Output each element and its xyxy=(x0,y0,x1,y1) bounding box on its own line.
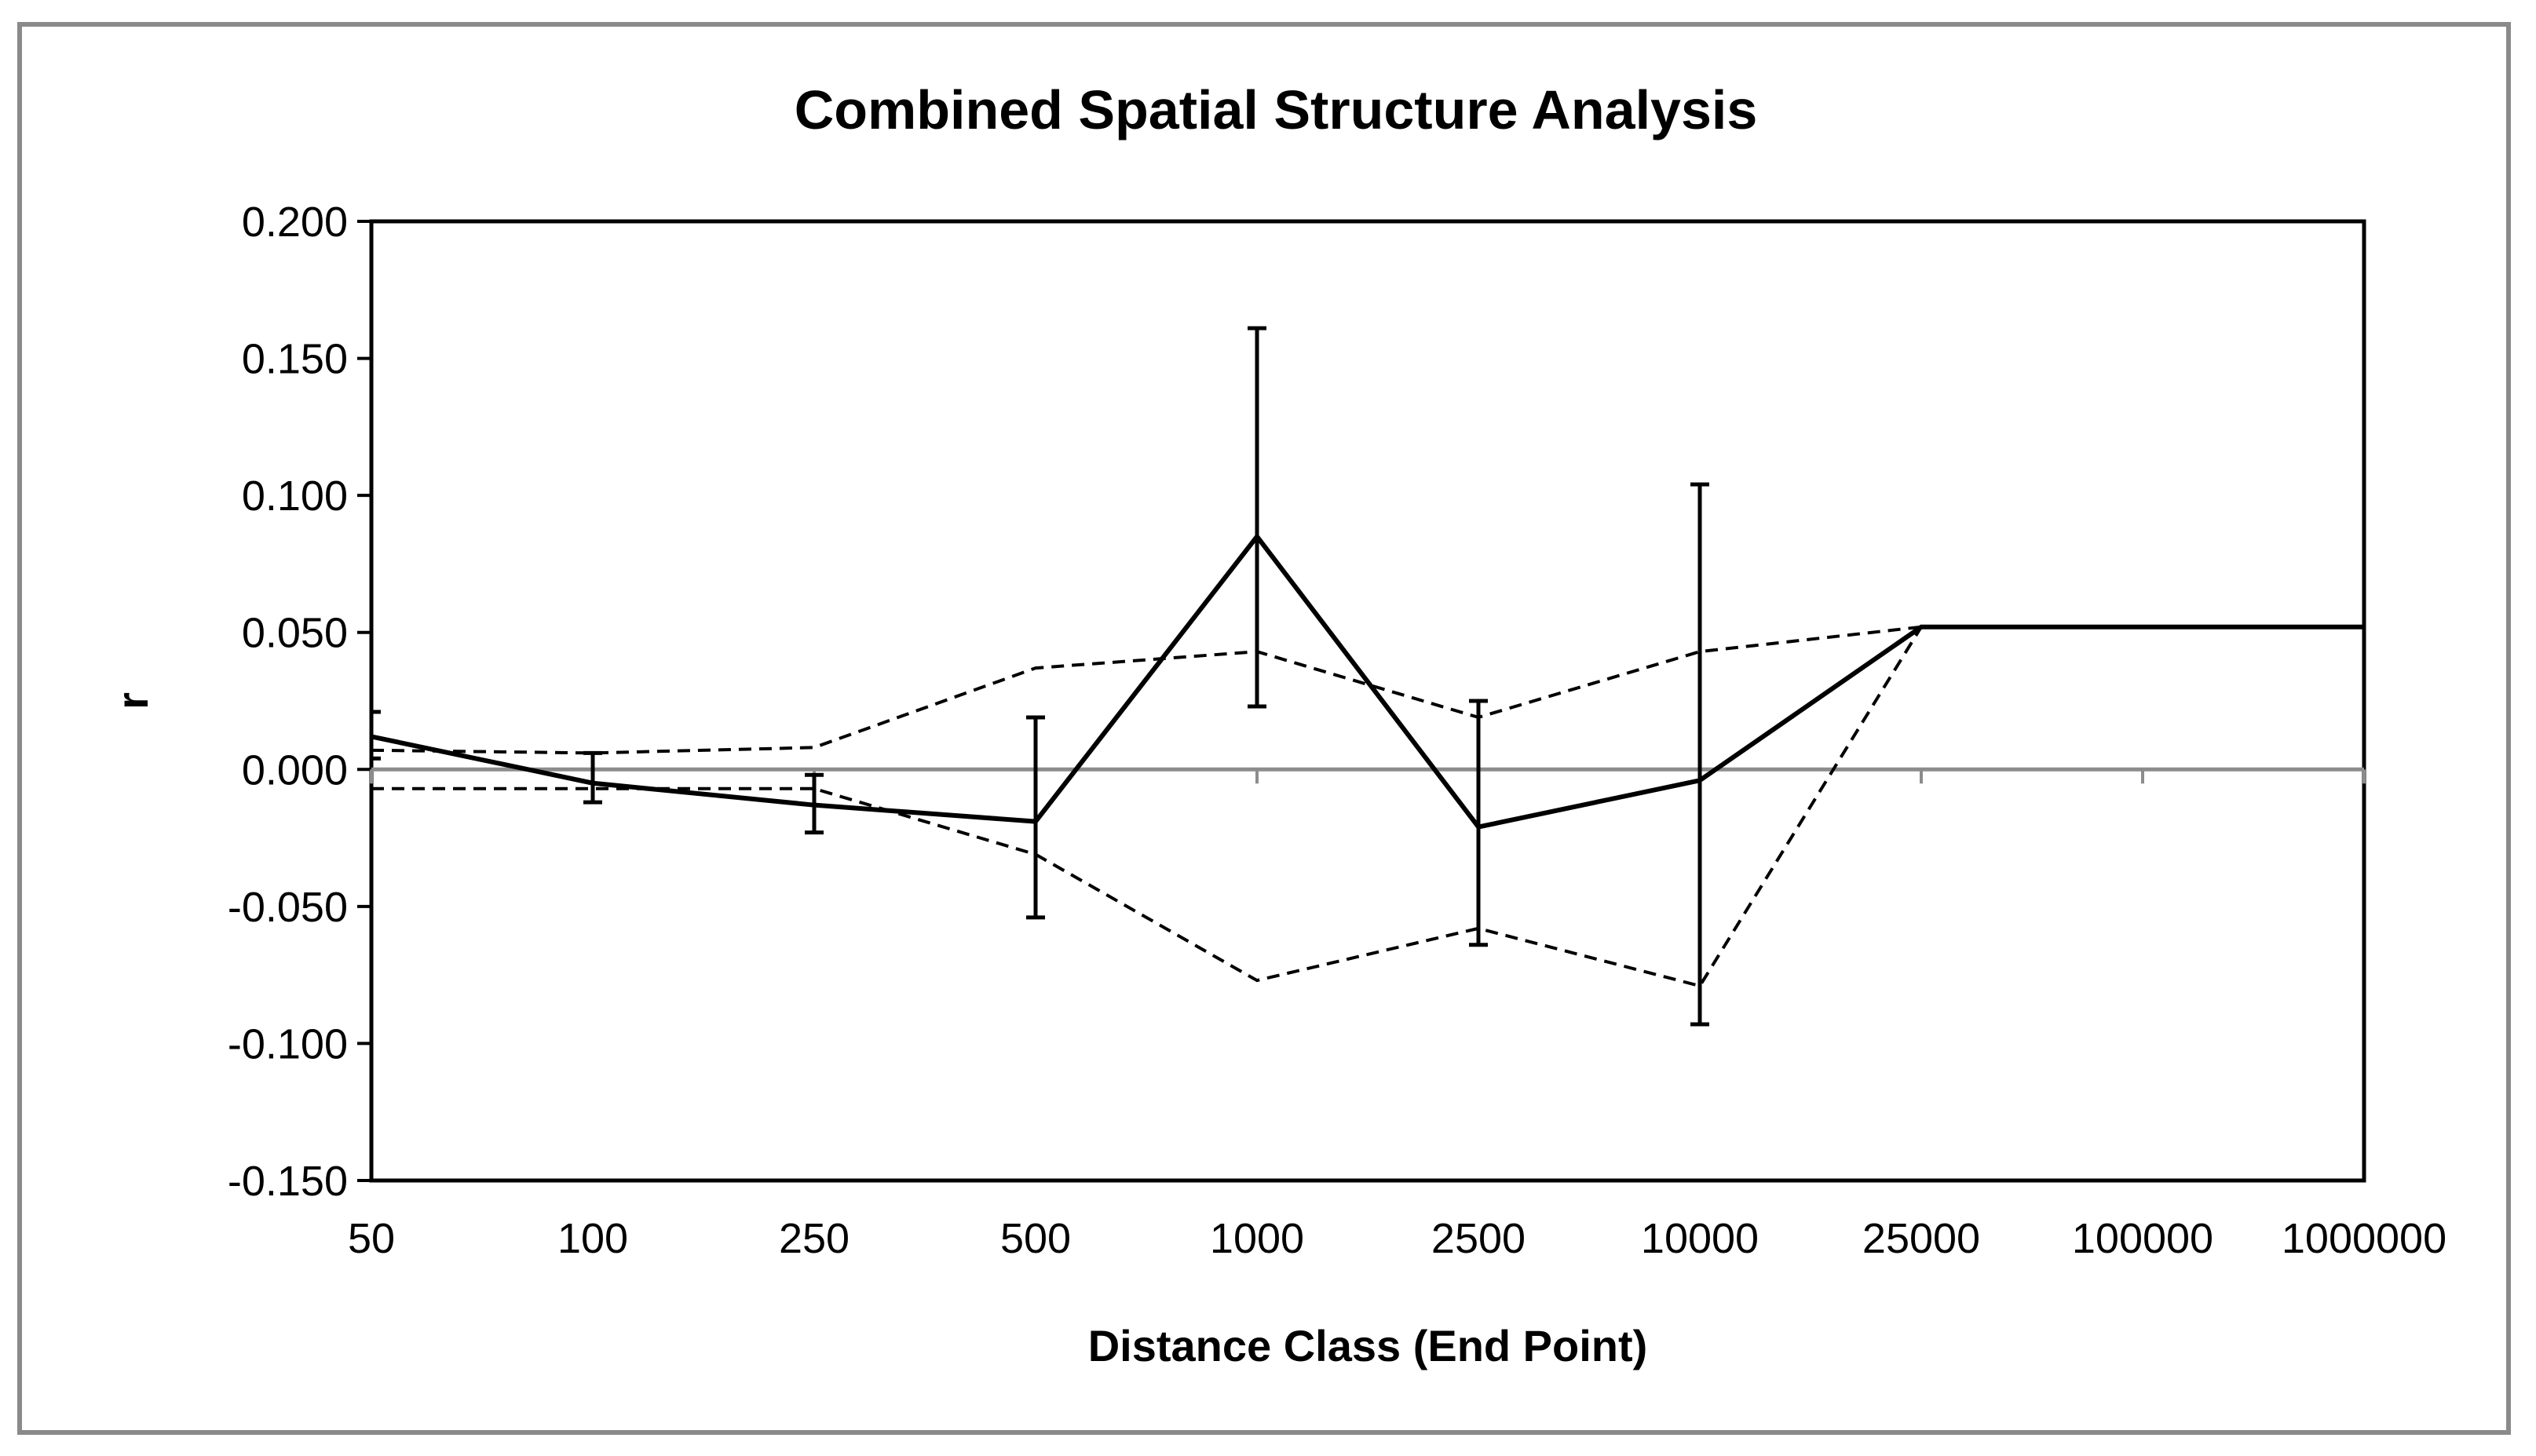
error-bar xyxy=(805,772,824,835)
x-tick-label: 100000 xyxy=(2072,1215,2213,1262)
error-bar-layer xyxy=(369,326,1709,1027)
y-axis-label: r xyxy=(108,692,157,710)
series-line-dashed xyxy=(371,625,2364,988)
x-tick-label: 50 xyxy=(348,1215,395,1262)
error-bar xyxy=(1248,326,1266,709)
chart-title: Combined Spatial Structure Analysis xyxy=(795,79,1758,140)
x-tick-label: 1000000 xyxy=(2282,1215,2446,1262)
y-tick-label: -0.150 xyxy=(228,1158,348,1205)
x-axis-label: Distance Class (End Point) xyxy=(1088,1321,1648,1370)
x-tick-label: 10000 xyxy=(1641,1215,1759,1262)
y-tick-label: -0.100 xyxy=(228,1020,348,1067)
error-bar xyxy=(369,710,381,761)
x-tick-label: 2500 xyxy=(1431,1215,1526,1262)
y-tick-label: 0.000 xyxy=(242,746,348,794)
series-layer xyxy=(371,532,2364,988)
x-tick-label: 1000 xyxy=(1210,1215,1304,1262)
y-tick-label: 0.100 xyxy=(242,473,348,520)
x-tick-label: 250 xyxy=(779,1215,850,1262)
error-bar xyxy=(583,750,602,805)
y-tick-label: 0.150 xyxy=(242,336,348,383)
chart-frame: Combined Spatial Structure Analysis 0.20… xyxy=(17,22,2511,1435)
chart-svg: Combined Spatial Structure Analysis 0.20… xyxy=(108,79,2446,1370)
y-axis-ticks: 0.200 0.150 0.100 0.050 0.000 -0.050 -0.100 -0.… xyxy=(228,199,371,1205)
x-axis-ticks: 50 100 250 500 1000 2500 10000 25000 100000 10000… xyxy=(348,769,2446,1262)
x-tick-label: 25000 xyxy=(1862,1215,1980,1262)
error-bar xyxy=(1469,699,1488,947)
error-bar xyxy=(1026,715,1045,920)
plot-area xyxy=(369,219,2366,1183)
error-bar xyxy=(1690,482,1709,1027)
x-tick-label: 500 xyxy=(1000,1215,1071,1262)
y-tick-label: -0.050 xyxy=(228,884,348,931)
y-tick-label: 0.200 xyxy=(242,199,348,246)
y-tick-label: 0.050 xyxy=(242,610,348,657)
x-tick-label: 100 xyxy=(557,1215,628,1262)
series-line-dashed xyxy=(371,625,2364,755)
